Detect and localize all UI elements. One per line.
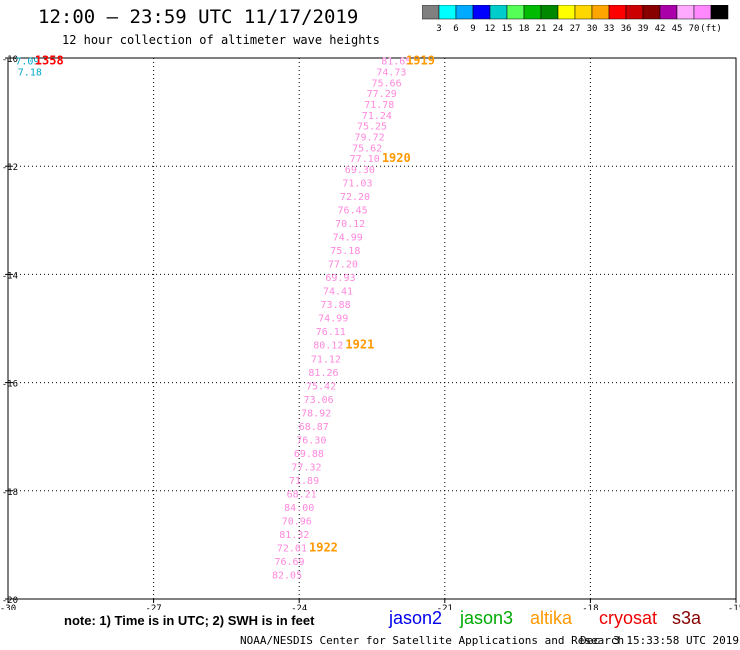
- data-point-s3a: 81.32: [279, 530, 309, 541]
- colorbar-label: 39: [638, 24, 649, 34]
- data-point-altika: 7.18: [18, 68, 42, 79]
- colorbar-label: 3: [436, 24, 441, 34]
- data-point-s3a: 81.65: [381, 57, 411, 68]
- x-tick-label: -21: [437, 604, 453, 610]
- x-tick-label: -27: [145, 604, 161, 610]
- data-point-s3a: 75.25: [357, 122, 387, 133]
- chart-subtitle: 12 hour collection of altimeter wave hei…: [62, 33, 380, 47]
- colorbar-label: 9: [470, 24, 475, 34]
- wave-height-plot: -30 -27 -24 -21 -18 -15 -10 -12 -14 -16 -18 -20 81.6…: [0, 54, 740, 610]
- footer-note: note: 1) Time is in UTC; 2) SWH is in fe…: [64, 613, 315, 628]
- data-point-s3a: 75.62: [352, 143, 382, 154]
- data-point-s3a: 71.24: [362, 111, 392, 122]
- data-point-s3a: 76.11: [316, 327, 346, 338]
- data-point-s3a: 72.20: [340, 192, 370, 203]
- y-tick-label: -14: [2, 271, 18, 281]
- colorbar-label: (ft): [700, 24, 722, 34]
- data-point-s3a: 68.87: [299, 422, 329, 433]
- colorbar-label: 21: [536, 24, 547, 34]
- colorbar-label: 42: [655, 24, 666, 34]
- colorbar-label: 45: [672, 24, 683, 34]
- data-point-s3a: 77.32: [291, 462, 321, 473]
- data-point-s3a: 69.93: [325, 273, 355, 284]
- data-point-s3a: 74.73: [376, 68, 406, 79]
- pass-time-label: 1358: [35, 54, 64, 68]
- colorbar-label: 12: [485, 24, 496, 34]
- colorbar-label: 70: [689, 24, 700, 34]
- data-point-s3a: 80.12: [313, 341, 343, 352]
- pass-time-label: 1919: [406, 54, 435, 68]
- data-point-s3a: 75.66: [372, 78, 402, 89]
- data-point-s3a: 75.42: [306, 381, 336, 392]
- data-point-s3a: 82.05: [272, 571, 302, 582]
- data-point-s3a: 70.12: [335, 219, 365, 230]
- data-point-s3a: 71.12: [311, 354, 341, 365]
- data-point-s3a: 68.21: [287, 490, 317, 501]
- plot-frame: [7, 57, 737, 600]
- footer-timestamp: Dec 3 15:33:58 UTC 2019: [580, 634, 739, 647]
- legend-jason3: jason3: [460, 608, 514, 628]
- pass-time-label: 1921: [345, 338, 374, 352]
- data-point-s3a: 77.10: [350, 154, 380, 165]
- data-point-s3a: 78.92: [301, 408, 331, 419]
- colorbar-label: 30: [587, 24, 598, 34]
- data-point-s3a: 71.03: [342, 178, 372, 189]
- data-point-s3a: 77.20: [328, 260, 358, 271]
- color-scale-legend: 3 6 9 12 15 18 21 24 27 30 33 36 39 42 45 70 (ft): [422, 5, 729, 34]
- x-tick-label: -18: [582, 604, 598, 610]
- colorbar-label: 6: [453, 24, 458, 34]
- data-point-s3a: 73.06: [304, 395, 334, 406]
- y-tick-label: -10: [2, 55, 18, 65]
- colorbar-label: 24: [553, 24, 564, 34]
- legend-s3a: s3a: [672, 608, 702, 628]
- data-point-s3a: 76.45: [338, 205, 368, 216]
- data-point-s3a: 81.26: [308, 368, 338, 379]
- data-point-s3a: 69.30: [345, 165, 375, 176]
- data-point-s3a: 73.88: [321, 300, 351, 311]
- colorbar-label: 36: [621, 24, 632, 34]
- data-point-s3a: 74.99: [333, 233, 363, 244]
- pass-time-label: 1920: [382, 151, 411, 165]
- data-point-s3a: 79.72: [355, 132, 385, 143]
- data-point-s3a: 75.18: [330, 246, 360, 257]
- x-tick-label: -30: [0, 604, 16, 610]
- legend-altika: altika: [530, 608, 573, 628]
- y-tick-label: -20: [2, 596, 18, 606]
- y-tick-label: -12: [2, 163, 18, 173]
- data-point-s3a: 84.00: [284, 503, 314, 514]
- data-point-s3a: 69.88: [294, 449, 324, 460]
- data-point-altika: 7.09: [15, 57, 39, 68]
- data-point-s3a: 71.89: [289, 476, 319, 487]
- data-point-s3a: 70.96: [282, 517, 312, 528]
- x-tick-label: -24: [291, 604, 307, 610]
- y-tick-label: -16: [2, 380, 18, 390]
- colorbar-label: 18: [519, 24, 530, 34]
- data-point-s3a: 74.41: [323, 287, 353, 298]
- legend-jason2: jason2: [389, 608, 443, 628]
- y-tick-label: -18: [2, 488, 18, 498]
- footer-credit: NOAA/NESDIS Center for Satellite Applica…: [240, 634, 625, 647]
- x-tick-label: -15: [728, 604, 740, 610]
- colorbar-label: 27: [570, 24, 581, 34]
- pass-time-label: 1922: [309, 541, 338, 555]
- colorbar-label: 15: [502, 24, 513, 34]
- colorbar-swatch: [710, 5, 729, 20]
- legend-cryosat: cryosat: [599, 608, 658, 628]
- colorbar-label: 33: [604, 24, 615, 34]
- data-point-s3a: 74.99: [318, 314, 348, 325]
- data-point-s3a: 76.30: [296, 435, 326, 446]
- data-point-s3a: 72.01: [277, 544, 307, 555]
- data-point-s3a: 71.78: [364, 100, 394, 111]
- chart-title: 12:00 – 23:59 UTC 11/17/2019: [38, 6, 359, 28]
- data-point-s3a: 76.69: [274, 557, 304, 568]
- data-point-s3a: 77.29: [367, 89, 397, 100]
